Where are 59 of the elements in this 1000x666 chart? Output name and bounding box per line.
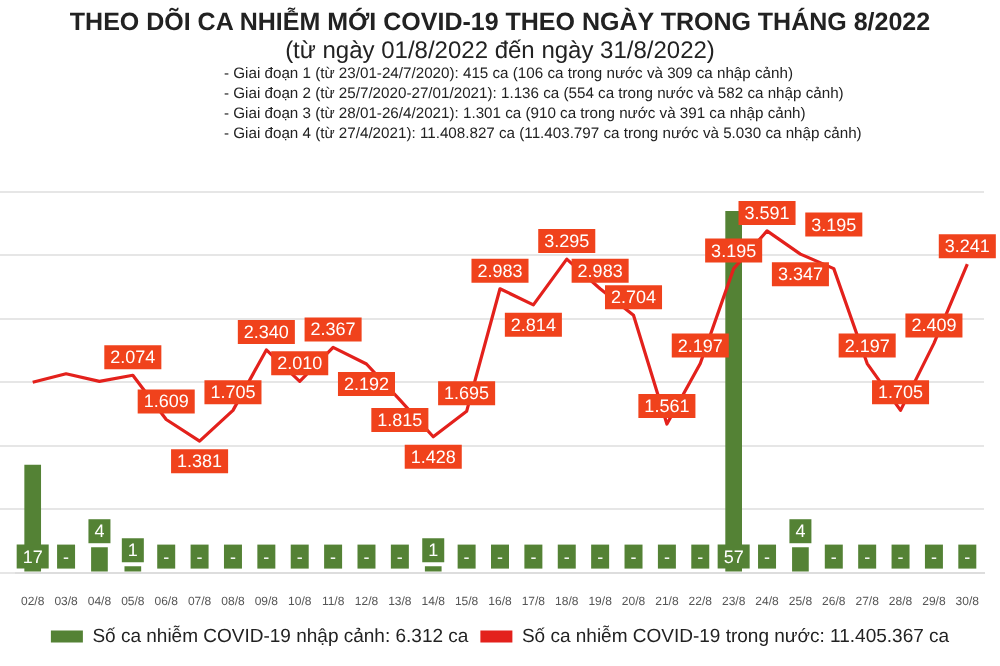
data-label: 1.695 bbox=[444, 383, 490, 404]
data-label: 2.197 bbox=[844, 335, 890, 356]
chart-subtitle: (từ ngày 01/8/2022 đến ngày 31/8/2022) bbox=[283, 36, 717, 64]
data-label: 1.381 bbox=[177, 451, 223, 472]
data-label: 3.295 bbox=[544, 231, 590, 252]
data-label: - bbox=[63, 546, 70, 567]
data-label: - bbox=[463, 546, 470, 567]
data-label: 1.561 bbox=[644, 396, 690, 417]
data-label: 1.609 bbox=[143, 391, 189, 412]
data-label: 2.983 bbox=[477, 260, 523, 281]
data-label: 1 bbox=[428, 540, 439, 561]
legend-label: Số ca nhiễm COVID-19 nhập cảnh: 6.312 ca bbox=[92, 623, 470, 648]
data-label: - bbox=[196, 546, 203, 567]
data-label: - bbox=[663, 546, 670, 567]
data-label: - bbox=[263, 546, 270, 567]
legend-label: Số ca nhiễm COVID-19 trong nước: 11.405.367 ca bbox=[521, 623, 951, 648]
data-label: 2.192 bbox=[343, 374, 390, 394]
data-label: 4 bbox=[94, 521, 105, 542]
data-label: 3.241 bbox=[944, 236, 990, 257]
data-label: 3.347 bbox=[777, 264, 823, 285]
data-label: - bbox=[764, 546, 771, 567]
data-label: - bbox=[163, 546, 170, 567]
data-label: - bbox=[930, 546, 937, 567]
data-label: 1.705 bbox=[878, 382, 924, 403]
data-label: 57 bbox=[723, 546, 744, 567]
data-label: - bbox=[530, 546, 537, 567]
data-label: - bbox=[330, 546, 337, 567]
data-label: - bbox=[497, 546, 503, 567]
data-label: 2.010 bbox=[277, 353, 323, 374]
data-label: 2.814 bbox=[510, 314, 556, 335]
data-label: 2.340 bbox=[243, 321, 289, 342]
data-label: 2.367 bbox=[310, 319, 356, 340]
data-label: - bbox=[630, 546, 637, 567]
data-label: - bbox=[830, 546, 837, 567]
data-label: 2.983 bbox=[577, 260, 623, 281]
data-label: - bbox=[897, 546, 904, 567]
chart-title: THEO DÕI CA NHIỄM MỚI COVID-19 THEO NGÀY TRONG THÁNG 8/2022 bbox=[67, 5, 933, 36]
data-label: 1.705 bbox=[210, 382, 256, 403]
data-label: - bbox=[363, 546, 370, 567]
data-label: - bbox=[697, 546, 704, 567]
data-label: 2.197 bbox=[677, 335, 723, 356]
data-label: - bbox=[563, 546, 570, 567]
data-label: - bbox=[964, 546, 971, 567]
data-label: - bbox=[229, 546, 236, 567]
data-label: 2.409 bbox=[911, 315, 957, 336]
data-label: - bbox=[396, 546, 403, 567]
data-label: 3.195 bbox=[811, 214, 857, 235]
data-label: 2.074 bbox=[110, 347, 156, 368]
data-label: 1.815 bbox=[377, 409, 423, 430]
data-label: 1.428 bbox=[410, 446, 456, 467]
data-label: 1 bbox=[127, 540, 138, 561]
data-label: - bbox=[296, 546, 303, 567]
data-label: 17 bbox=[22, 546, 43, 567]
data-label: 2.704 bbox=[610, 287, 657, 308]
data-label: 4 bbox=[795, 521, 806, 542]
data-label: 3.195 bbox=[711, 240, 757, 261]
data-label: 3.591 bbox=[744, 202, 790, 223]
data-label: - bbox=[864, 546, 871, 567]
data-label: - bbox=[597, 546, 604, 567]
